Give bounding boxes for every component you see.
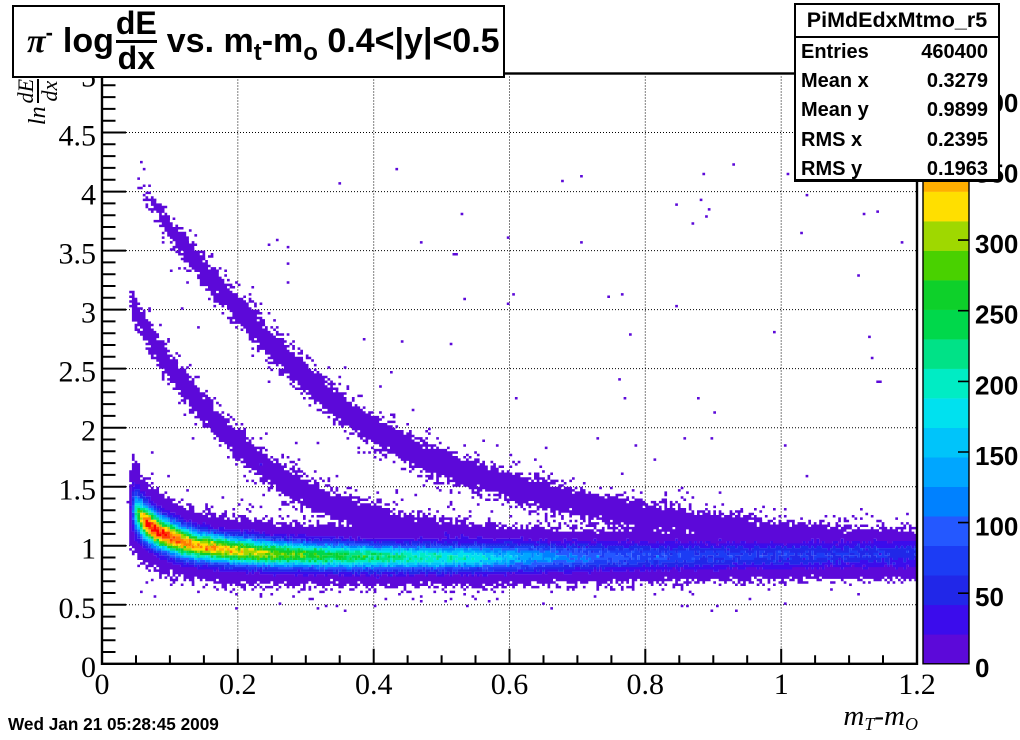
svg-text:100: 100 [975,512,1018,542]
svg-text:2.5: 2.5 [59,356,97,389]
svg-text:0: 0 [81,651,96,684]
svg-text:0: 0 [975,653,989,683]
svg-text:200: 200 [975,370,1018,400]
svg-text:4: 4 [81,179,96,212]
svg-text:50: 50 [975,582,1004,612]
svg-text:1: 1 [774,668,789,701]
svg-text:300: 300 [975,229,1018,259]
svg-text:150: 150 [975,441,1018,471]
svg-text:1.2: 1.2 [898,668,936,701]
svg-text:0.5: 0.5 [59,592,97,625]
svg-text:250: 250 [975,300,1018,330]
svg-text:2: 2 [81,415,96,448]
svg-text:1.5: 1.5 [59,474,97,507]
svg-text:0.8: 0.8 [627,668,665,701]
svg-text:4.5: 4.5 [59,120,97,153]
svg-text:0: 0 [95,668,110,701]
svg-text:0.4: 0.4 [355,668,393,701]
svg-text:3.5: 3.5 [59,238,97,271]
svg-text:1: 1 [81,533,96,566]
svg-text:0.6: 0.6 [491,668,529,701]
svg-text:0.2: 0.2 [219,668,257,701]
svg-text:3: 3 [81,297,96,330]
